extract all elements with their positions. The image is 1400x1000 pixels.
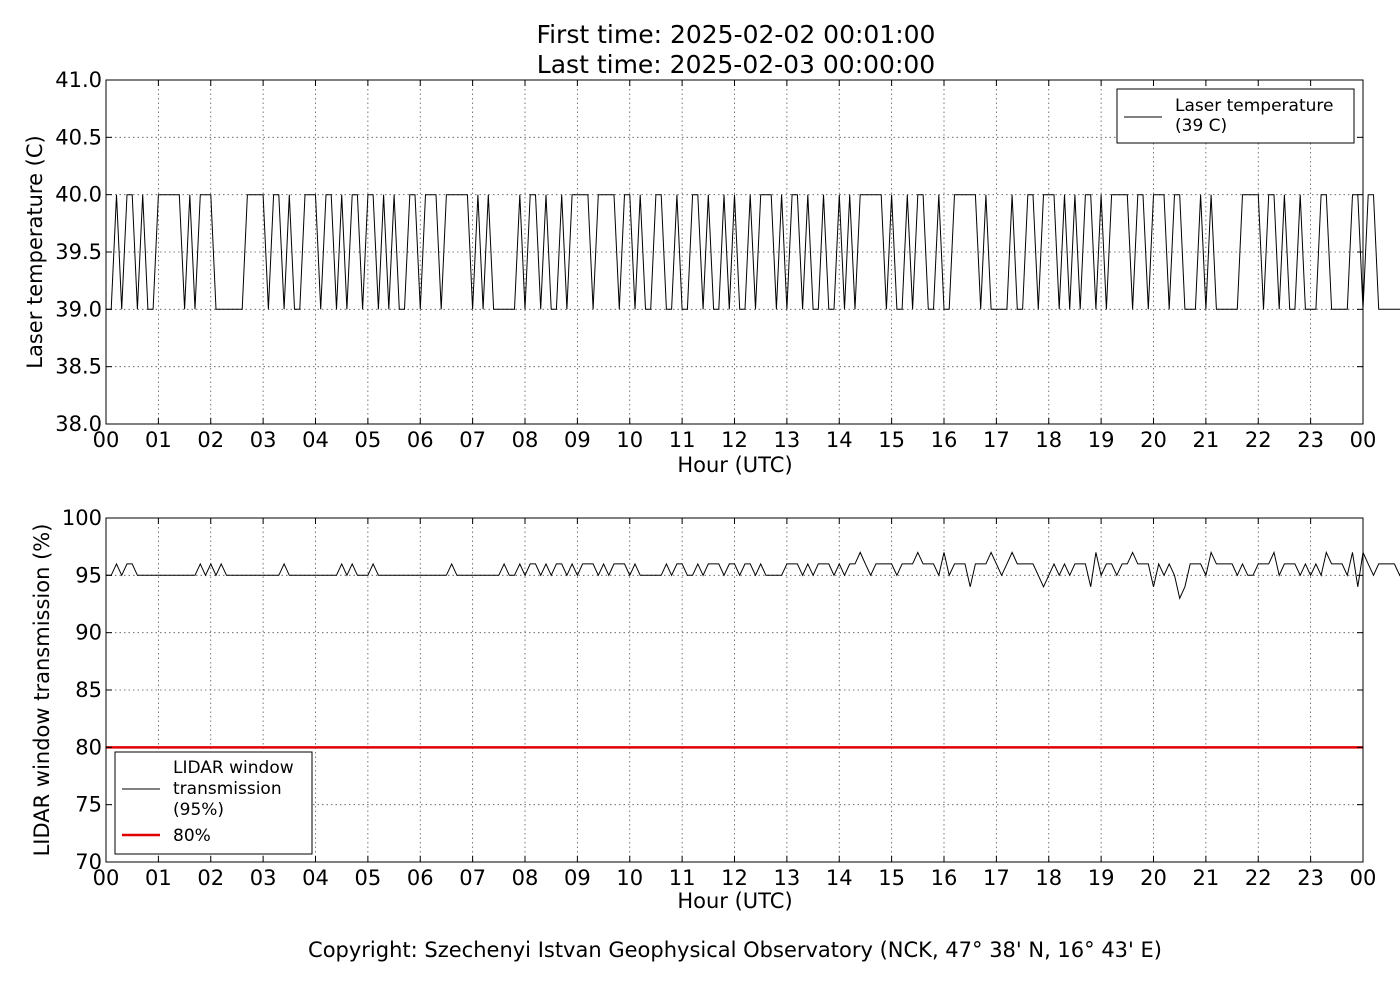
x-tick-label: 15	[878, 866, 905, 890]
x-tick-label: 17	[983, 866, 1010, 890]
x-tick-label: 10	[616, 428, 643, 452]
laser-temperature-ylabel: Laser temperature (C)	[23, 135, 47, 368]
x-tick-label: 00	[93, 866, 120, 890]
x-tick-label: 04	[302, 428, 329, 452]
x-tick-label: 01	[145, 428, 172, 452]
y-tick-label: 39.0	[55, 297, 102, 321]
x-tick-label: 08	[512, 866, 539, 890]
x-tick-label: 22	[1245, 428, 1272, 452]
y-tick-label: 40.0	[55, 183, 102, 207]
legend-box	[114, 751, 313, 855]
x-tick-label: 07	[459, 428, 486, 452]
y-tick-label: 39.5	[55, 240, 102, 264]
x-tick-label: 18	[1035, 866, 1062, 890]
x-tick-label: 23	[1297, 428, 1324, 452]
lidar-transmission-line	[106, 550, 1400, 600]
y-tick-label: 85	[75, 678, 102, 702]
x-tick-label: 16	[931, 428, 958, 452]
x-tick-label: 03	[250, 428, 277, 452]
legend-box	[1116, 88, 1355, 144]
x-tick-label: 15	[878, 428, 905, 452]
x-tick-label: 00	[1350, 866, 1377, 890]
laser-temperature-ticks: 00 01 02 03 04 05 06 07 08 09 10 11 12 13 14 15 16 17 18 19…	[55, 68, 1376, 452]
figure-title-line2: Last time: 2025-02-03 00:00:00	[537, 50, 935, 79]
x-tick-label: 08	[512, 428, 539, 452]
x-tick-label: 06	[407, 428, 434, 452]
lidar-transmission-ylabel: LIDAR window transmission (%)	[30, 524, 54, 857]
laser-temperature-series	[106, 194, 1400, 310]
laser-temperature-line	[106, 194, 1400, 310]
x-tick-label: 14	[826, 866, 853, 890]
x-tick-label: 13	[774, 866, 801, 890]
x-tick-label: 07	[459, 866, 486, 890]
legend-label-lidar-transmission: LIDAR window transmission (95%)	[173, 758, 294, 820]
y-tick-label: 70	[75, 850, 102, 874]
x-tick-label: 05	[355, 428, 382, 452]
x-tick-label: 11	[669, 428, 696, 452]
x-tick-label: 11	[669, 866, 696, 890]
x-tick-label: 03	[250, 866, 277, 890]
y-tick-label: 38.0	[55, 412, 102, 436]
legend-label-laser-temperature: Laser temperature (39 C)	[1175, 96, 1333, 136]
y-tick-label: 38.5	[55, 355, 102, 379]
x-tick-label: 22	[1245, 866, 1272, 890]
x-tick-label: 17	[983, 428, 1010, 452]
copyright-text: Copyright: Szechenyi Istvan Geophysical …	[308, 938, 1162, 962]
y-tick-label: 41.0	[55, 68, 102, 92]
laser-temperature-panel: 00 01 02 03 04 05 06 07 08 09 10 11 12 13 14 15 16 17 18 19…	[23, 68, 1400, 477]
lidar-transmission-xlabel: Hour (UTC)	[677, 889, 792, 913]
x-tick-label: 19	[1088, 866, 1115, 890]
x-tick-label: 09	[564, 428, 591, 452]
x-tick-label: 06	[407, 866, 434, 890]
y-tick-label: 75	[75, 793, 102, 817]
x-tick-label: 12	[721, 866, 748, 890]
x-tick-label: 05	[355, 866, 382, 890]
figure-title-line1: First time: 2025-02-02 00:01:00	[537, 20, 936, 49]
x-tick-label: 01	[145, 866, 172, 890]
x-tick-label: 16	[931, 866, 958, 890]
lidar-transmission-panel: 00 01 02 03 04 05 06 07 08 09 10 11 12 13 14 15 16 17 18 19…	[30, 506, 1400, 913]
y-tick-label: 95	[75, 563, 102, 587]
x-tick-label: 18	[1035, 428, 1062, 452]
x-tick-label: 02	[197, 428, 224, 452]
laser-temperature-xlabel: Hour (UTC)	[677, 453, 792, 477]
y-tick-label: 90	[75, 621, 102, 645]
x-tick-label: 04	[302, 866, 329, 890]
x-tick-label: 00	[1350, 428, 1377, 452]
x-tick-label: 12	[721, 428, 748, 452]
x-tick-label: 21	[1193, 428, 1220, 452]
lidar-transmission-legend: LIDAR window transmission (95%) 80%	[114, 751, 313, 855]
x-tick-label: 02	[197, 866, 224, 890]
y-tick-label: 80	[75, 735, 102, 759]
y-tick-label: 40.5	[55, 125, 102, 149]
x-tick-label: 14	[826, 428, 853, 452]
lidar-transmission-series	[106, 550, 1400, 749]
x-tick-label: 20	[1140, 866, 1167, 890]
laser-temperature-legend: Laser temperature (39 C)	[1116, 88, 1355, 144]
legend-label-80-percent: 80%	[173, 826, 211, 846]
y-tick-label: 100	[62, 506, 102, 530]
x-tick-label: 23	[1297, 866, 1324, 890]
x-tick-label: 19	[1088, 428, 1115, 452]
x-tick-label: 09	[564, 866, 591, 890]
lidar-transmission-ticks: 00 01 02 03 04 05 06 07 08 09 10 11 12 13 14 15 16 17 18 19…	[62, 506, 1376, 890]
lidar-transmission-grid	[106, 518, 1363, 862]
laser-temperature-grid	[106, 80, 1363, 424]
x-tick-label: 00	[93, 428, 120, 452]
x-tick-label: 21	[1193, 866, 1220, 890]
x-tick-label: 20	[1140, 428, 1167, 452]
x-tick-label: 10	[616, 866, 643, 890]
x-tick-label: 13	[774, 428, 801, 452]
